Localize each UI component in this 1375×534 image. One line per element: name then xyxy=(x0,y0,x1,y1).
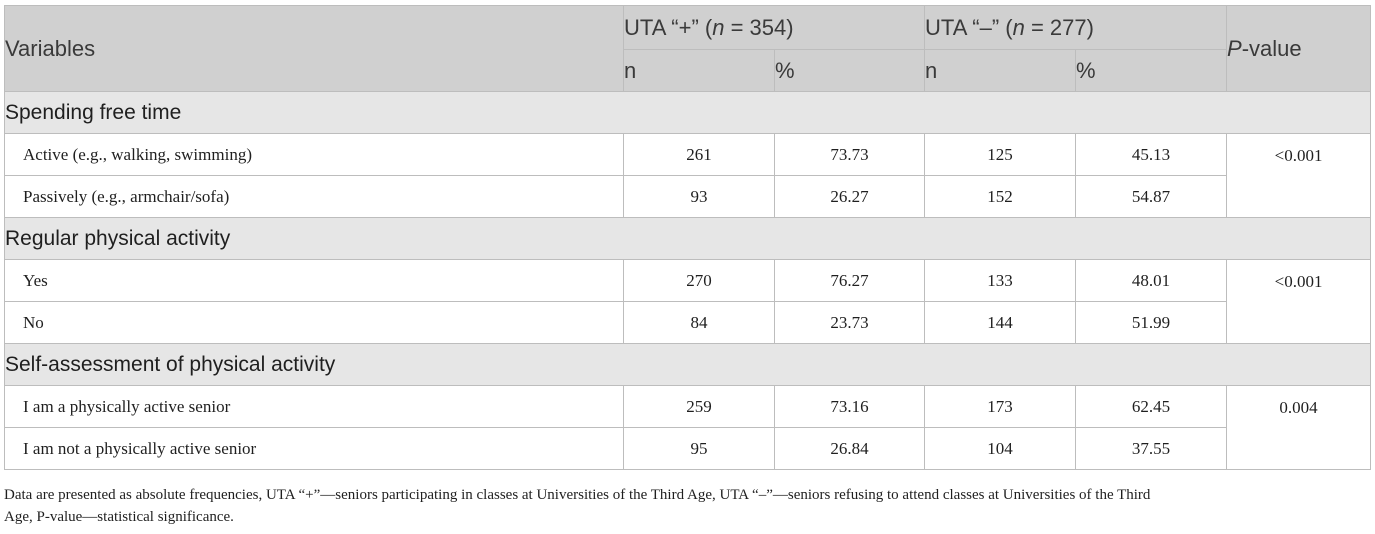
cell-n2: 173 xyxy=(924,385,1077,428)
cell-n1: 259 xyxy=(623,385,775,428)
row-variable: I am not a physically active senior xyxy=(4,427,624,470)
cell-n2: 104 xyxy=(924,427,1077,470)
group2-pct-header: % xyxy=(1075,49,1228,92)
cell-n2: 125 xyxy=(924,133,1077,176)
group1-n-header: n xyxy=(623,49,775,92)
group1-header: UTA “+” (n = 354) xyxy=(622,5,926,50)
table-row: Yes 270 76.27 133 48.01 <0.001 xyxy=(4,259,1372,344)
cell-n2: 144 xyxy=(924,301,1077,344)
cell-pvalue: 0.004 xyxy=(1226,385,1372,470)
cell-n1: 84 xyxy=(623,301,775,344)
cell-pct2: 37.55 xyxy=(1075,427,1228,470)
cell-pct1: 76.27 xyxy=(773,259,926,302)
row-variable: Yes xyxy=(4,259,624,302)
group1-pct-header: % xyxy=(773,49,926,92)
footnote-line-2: Age, P-value—statistical significance. xyxy=(4,509,234,525)
cell-pct1: 26.84 xyxy=(773,427,926,470)
cell-pct1: 23.73 xyxy=(773,301,926,344)
pvalue-header: P-value xyxy=(1226,5,1372,92)
cell-pct2: 51.99 xyxy=(1075,301,1228,344)
cell-n2: 133 xyxy=(924,259,1077,302)
cell-n1: 95 xyxy=(623,427,775,470)
row-variable: Active (e.g., walking, swimming) xyxy=(4,133,624,176)
cell-pct1: 26.27 xyxy=(773,175,926,218)
group2-header: UTA “–” (n = 277) xyxy=(924,5,1228,50)
results-table-container: Variables UTA “+” (n = 354) UTA “–” (n =… xyxy=(3,5,1372,470)
cell-pct2: 62.45 xyxy=(1075,385,1228,428)
table-row: I am not a physically active senior 95 2… xyxy=(4,427,1371,470)
cell-pct1: 73.16 xyxy=(773,385,926,428)
section-row: Regular physical activity xyxy=(3,217,1372,260)
cell-pct1: 73.73 xyxy=(773,133,926,176)
row-variable: No xyxy=(4,301,624,344)
section-row: Spending free time xyxy=(3,91,1372,134)
cell-pct2: 48.01 xyxy=(1075,259,1228,302)
header-row-2: n % n % xyxy=(5,49,1371,92)
section-title: Spending free time xyxy=(3,91,1372,134)
cell-pvalue: <0.001 xyxy=(1226,133,1372,218)
results-table: Variables UTA “+” (n = 354) UTA “–” (n =… xyxy=(3,5,1372,470)
row-variable: I am a physically active senior xyxy=(4,385,624,428)
table-footnote: Data are presented as absolute frequenci… xyxy=(4,484,1370,528)
table-row: Active (e.g., walking, swimming) 261 73.… xyxy=(4,133,1372,218)
cell-pct2: 54.87 xyxy=(1075,175,1228,218)
table-row: I am a physically active senior 259 73.1… xyxy=(4,385,1372,470)
section-title: Regular physical activity xyxy=(3,217,1372,260)
section-title: Self-assessment of physical activity xyxy=(3,343,1372,386)
header-row-1: Variables UTA “+” (n = 354) UTA “–” (n =… xyxy=(4,5,1372,92)
cell-n1: 270 xyxy=(623,259,775,302)
cell-pct2: 45.13 xyxy=(1075,133,1228,176)
cell-n1: 93 xyxy=(623,175,775,218)
table-row: Passively (e.g., armchair/sofa) 93 26.27… xyxy=(4,175,1371,218)
variables-header: Variables xyxy=(4,5,624,92)
cell-pvalue: <0.001 xyxy=(1226,259,1372,344)
cell-n1: 261 xyxy=(623,133,775,176)
row-variable: Passively (e.g., armchair/sofa) xyxy=(4,175,624,218)
section-row: Self-assessment of physical activity xyxy=(3,343,1372,386)
table-row: No 84 23.73 144 51.99 xyxy=(4,301,1371,344)
group2-n-header: n xyxy=(924,49,1077,92)
footnote-line-1: Data are presented as absolute frequenci… xyxy=(4,487,1151,503)
cell-n2: 152 xyxy=(924,175,1077,218)
